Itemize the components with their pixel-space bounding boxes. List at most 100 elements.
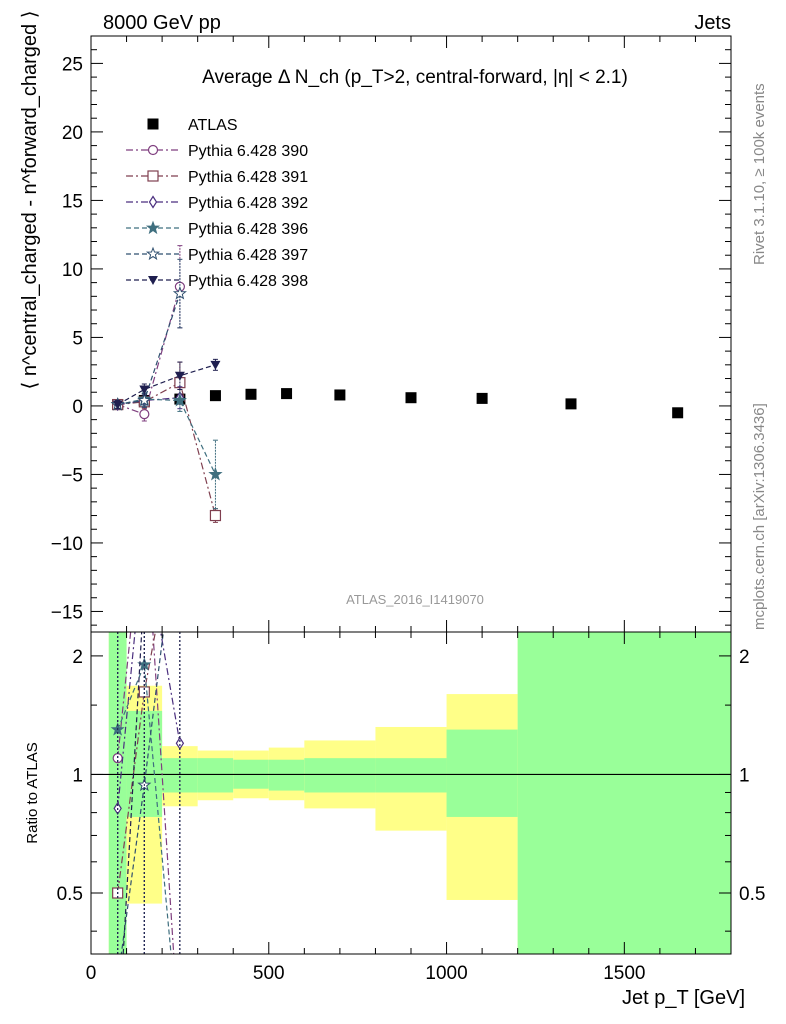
ratio-y-tick-label: 1 <box>72 765 83 786</box>
legend-marker <box>147 118 159 130</box>
uncertainty-band-stat <box>268 759 305 791</box>
main-y-tick-label: 5 <box>72 328 83 349</box>
legend-entry: Pythia 6.428 390 <box>126 143 308 160</box>
ratio-point <box>141 532 148 543</box>
main-y-tick-label: 20 <box>62 123 83 144</box>
ratio-point <box>174 493 185 504</box>
legend-entry: Pythia 6.428 396 <box>126 220 308 238</box>
ratio-point <box>140 495 149 504</box>
data-point <box>209 509 222 522</box>
legend-label: ATLAS <box>188 117 238 134</box>
legend-entry: Pythia 6.428 392 <box>126 195 308 212</box>
data-point <box>172 393 187 407</box>
main-title: Average Δ N_ch (p_T>2, central-forward, … <box>202 67 628 88</box>
ratio-y-tick-label: 0.5 <box>57 884 83 905</box>
data-point <box>334 389 346 401</box>
ratio-line <box>117 632 181 809</box>
ratio-y-axis-label: Ratio to ATLAS <box>24 742 41 843</box>
legend-label: Pythia 6.428 390 <box>188 143 308 160</box>
series-line <box>117 381 216 516</box>
header-right: Jets <box>694 12 731 34</box>
uncertainty-band-stat <box>162 758 198 793</box>
ratio-y-tick-label: 0.5 <box>739 884 765 905</box>
series-pythia-6-428-391 <box>112 361 222 523</box>
watermark-label: ATLAS_2016_I1419070 <box>346 592 484 607</box>
legend-label: Pythia 6.428 391 <box>188 169 308 186</box>
ratio-y-tick-label: 1 <box>739 765 750 786</box>
series-pythia-6-428-390 <box>112 245 185 422</box>
legend-marker <box>148 276 158 285</box>
uncertainty-band-stat <box>197 758 234 793</box>
main-y-tick-label: 25 <box>62 54 83 75</box>
data-point <box>672 407 684 419</box>
main-y-tick-label: −10 <box>51 534 83 555</box>
x-axis-label: Jet p_T [GeV] <box>622 987 745 1009</box>
data-point <box>209 390 221 402</box>
data-point <box>172 286 187 300</box>
legend-entry: Pythia 6.428 397 <box>126 246 308 264</box>
data-point <box>281 388 293 400</box>
series-line <box>117 398 216 475</box>
main-y-tick-label: −5 <box>61 465 83 486</box>
ratio-y-tick-label: 2 <box>739 647 750 668</box>
data-point <box>245 388 257 400</box>
main-y-tick-label: 15 <box>62 191 83 212</box>
main-y-tick-label: −15 <box>51 602 83 623</box>
legend-marker <box>147 170 159 182</box>
uncertainty-band-stat <box>375 758 447 793</box>
series-pythia-6-428-396 <box>110 388 223 510</box>
mcplots-label: mcplots.cern.ch [arXiv:1306.3436] <box>751 403 768 630</box>
main-frame <box>90 35 732 633</box>
main-y-tick-label: 10 <box>62 260 83 281</box>
data-point <box>565 398 577 410</box>
series-line <box>117 364 216 406</box>
main-y-axis-label: ⟨ n^central_charged - n^forward_charged … <box>19 10 41 389</box>
data-point <box>174 371 185 381</box>
ratio-line <box>117 632 175 954</box>
header-left: 8000 GeV pp <box>103 12 221 34</box>
main-y-tick-label: 0 <box>72 397 83 418</box>
uncertainty-band-stat <box>517 632 731 954</box>
legend-label: Pythia 6.428 397 <box>188 247 308 264</box>
legend-label: Pythia 6.428 396 <box>188 221 308 238</box>
legend: ATLAS Pythia 6.428 390 Pythia 6.428 391 Pyt… <box>126 117 308 290</box>
x-tick-label: 500 <box>253 963 285 984</box>
data-point <box>137 393 152 407</box>
ratio-panel: 0.5 0.5 1 1 2 2 0 500 1000 1500 Ratio to ATLAS Je… <box>24 493 765 1009</box>
legend-marker <box>145 220 161 235</box>
legend-entry: Pythia 6.428 391 <box>126 169 308 186</box>
legend-label: Pythia 6.428 398 <box>188 273 308 290</box>
data-point <box>139 409 150 420</box>
legend-entry: Pythia 6.428 398 <box>126 273 308 290</box>
rivet-version-label: Rivet 3.1.10, ≥ 100k events <box>751 83 768 265</box>
ratio-point <box>175 494 185 504</box>
main-panel: Average Δ N_ch (p_T>2, central-forward, … <box>19 10 732 633</box>
x-tick-label: 1500 <box>603 963 645 984</box>
legend-label: Pythia 6.428 392 <box>188 195 308 212</box>
data-point <box>208 466 223 481</box>
legend-entry: ATLAS <box>147 117 238 134</box>
ratio-point <box>175 495 185 504</box>
ratio-point <box>112 974 123 985</box>
series-atlas <box>112 388 684 419</box>
ratio-series-pythia-6-428-398 <box>117 495 185 954</box>
series-pythia-6-428-398 <box>112 358 221 410</box>
data-point <box>210 360 221 370</box>
data-point <box>476 392 488 404</box>
x-tick-label: 0 <box>86 963 97 984</box>
series-line <box>117 286 181 415</box>
data-point <box>112 400 123 410</box>
ratio-y-tick-label: 2 <box>72 647 83 668</box>
uncertainty-band-stat <box>304 758 376 793</box>
ratio-line <box>122 632 143 954</box>
data-point <box>139 385 150 395</box>
data-point <box>405 392 417 404</box>
ratio-point <box>139 583 149 592</box>
uncertainty-band-stat <box>446 729 518 817</box>
legend-marker <box>148 195 158 209</box>
x-tick-label: 1000 <box>425 963 467 984</box>
legend-marker <box>145 246 161 261</box>
ratio-line <box>120 632 164 954</box>
legend-marker <box>147 144 159 156</box>
